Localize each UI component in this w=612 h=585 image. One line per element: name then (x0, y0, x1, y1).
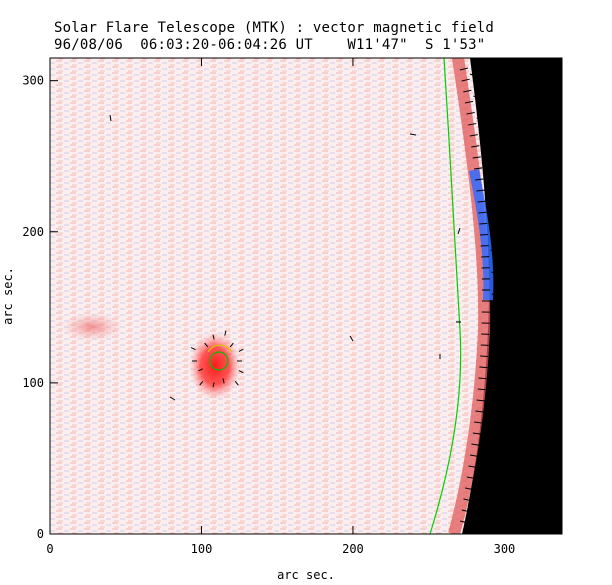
field-vector (463, 89, 472, 93)
field-vector (222, 378, 225, 384)
field-vector (491, 271, 498, 275)
field-vector (476, 399, 485, 402)
y-axis: 0 100 200 300 (22, 74, 562, 541)
field-vector (469, 73, 477, 77)
field-vector (479, 222, 488, 225)
field-vector (491, 315, 499, 319)
plot-area (50, 58, 562, 534)
field-vector (484, 425, 491, 429)
field-vector (491, 293, 499, 297)
field-vector (471, 443, 480, 446)
x-tick-label: 100 (191, 542, 213, 556)
field-vector (204, 342, 209, 348)
field-vector (488, 381, 495, 385)
sunspot-contour-outer (207, 344, 233, 353)
field-vector (199, 381, 204, 386)
field-vector (473, 167, 483, 170)
field-vector (474, 421, 483, 424)
y-tick-label: 0 (37, 527, 44, 541)
off-limb-region (462, 58, 562, 534)
field-vector (459, 520, 469, 524)
sunspot (189, 332, 241, 400)
x-axis: 0 100 200 300 (46, 58, 515, 556)
field-vector (471, 145, 480, 148)
field-vector (238, 348, 244, 352)
limb-negative-band (469, 169, 494, 301)
vector-field (109, 67, 499, 524)
field-vector (234, 381, 239, 386)
plot-frame (49, 57, 563, 535)
field-vector (477, 200, 486, 203)
y-tick-label: 100 (22, 376, 44, 390)
field-vector (468, 123, 477, 126)
limb-positive-band (448, 58, 491, 534)
field-vector (349, 335, 354, 342)
field-vector (461, 509, 470, 513)
chart-title: Solar Flare Telescope (MTK) : vector mag… (54, 20, 495, 36)
field-vector (489, 227, 496, 231)
x-axis-label: arc sec. (277, 568, 335, 582)
field-vector (472, 432, 481, 435)
field-vector (485, 183, 492, 187)
field-vector (457, 227, 461, 235)
field-vector (466, 476, 475, 480)
limb-contour (429, 58, 462, 534)
field-vector (481, 447, 488, 451)
field-vector (109, 114, 112, 122)
field-vector (459, 67, 469, 71)
field-vector (480, 355, 489, 358)
field-vector (468, 465, 477, 468)
field-vector (464, 100, 474, 104)
field-vector (487, 205, 494, 209)
field-vector (229, 342, 234, 348)
field-vector (169, 396, 176, 401)
field-vector (491, 337, 498, 341)
y-tick-label: 200 (22, 225, 44, 239)
field-vector (224, 330, 227, 336)
field-vector (479, 366, 488, 369)
field-vector (469, 454, 479, 457)
field-vector (198, 368, 203, 372)
field-vector (212, 382, 215, 388)
field-vector (478, 469, 485, 473)
field-vector (476, 189, 485, 192)
field-vector (489, 359, 497, 363)
field-vector (463, 498, 472, 502)
field-vector (469, 134, 478, 137)
field-vector (486, 403, 493, 407)
field-vector (461, 78, 470, 82)
field-vector (478, 377, 487, 380)
field-vector (465, 487, 474, 491)
chart-subtitle: 96/08/06 06:03:20-06:04:26 UT W11'47" S … (54, 37, 486, 53)
field-vector (476, 117, 483, 121)
field-vector (238, 370, 244, 374)
field-vector (212, 334, 215, 340)
x-tick-label: 200 (342, 542, 364, 556)
field-vector (471, 513, 478, 517)
field-vector (473, 95, 480, 99)
field-vector (477, 388, 486, 391)
field-vector (472, 156, 481, 159)
sunspot-contour (209, 351, 229, 371)
y-tick-label: 300 (22, 74, 44, 88)
field-vector (480, 233, 489, 236)
field-vector (490, 249, 497, 253)
field-vector (466, 111, 475, 115)
field-vector (475, 410, 484, 413)
plage-region (62, 313, 122, 341)
field-vector (475, 491, 482, 495)
field-vector (478, 211, 487, 214)
x-tick-label: 300 (494, 542, 516, 556)
field-vector (482, 161, 489, 165)
field-vector (479, 139, 486, 143)
field-vector (475, 178, 484, 181)
field-vector (190, 347, 196, 351)
field-vector (409, 133, 417, 136)
x-tick-label: 0 (46, 542, 53, 556)
y-axis-label: arc sec. (1, 267, 15, 325)
